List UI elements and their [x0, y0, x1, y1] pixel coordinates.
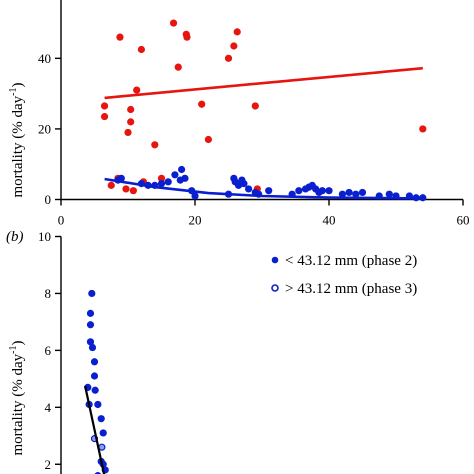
- data-point: [171, 171, 179, 179]
- data-point: [181, 174, 189, 182]
- data-point: [295, 187, 303, 195]
- data-point: [191, 192, 199, 200]
- panel-label: (b): [6, 229, 24, 245]
- data-point: [164, 178, 172, 186]
- legend: < 43.12 mm (phase 2) > 43.12 mm (phase 3): [271, 253, 417, 297]
- data-point: [124, 128, 132, 137]
- legend-label: > 43.12 mm (phase 3): [285, 281, 417, 297]
- trend-line: [84, 385, 106, 474]
- data-point: [419, 125, 427, 133]
- y-axis-title: mortality (% day-1): [8, 341, 26, 456]
- data-point: [245, 185, 253, 193]
- y-tick-label: 4: [45, 400, 52, 415]
- legend-label: < 43.12 mm (phase 2): [285, 253, 417, 269]
- data-point: [97, 415, 105, 423]
- y-axis-title-close: ): [10, 341, 26, 346]
- data-point: [86, 338, 95, 346]
- trend-line: [104, 177, 423, 200]
- data-point: [224, 54, 233, 62]
- data-point: [385, 190, 393, 198]
- x-tick-label: 0: [58, 213, 65, 228]
- data-point: [107, 181, 115, 189]
- series-1: [104, 165, 427, 202]
- data-point: [174, 63, 182, 71]
- y-tick-label: 40: [38, 51, 51, 66]
- data-point: [204, 135, 212, 144]
- data-point: [233, 28, 241, 36]
- data-point: [127, 118, 135, 126]
- data-point: [116, 33, 124, 41]
- trend-line: [104, 66, 423, 100]
- data-point: [99, 429, 107, 437]
- data-point: [91, 386, 99, 394]
- y-axis-title: mortality (% day-1): [8, 83, 26, 198]
- data-point: [358, 188, 367, 197]
- y-tick-label: 2: [45, 457, 52, 472]
- data-point: [251, 102, 259, 110]
- data-point: [230, 42, 238, 50]
- data-point: [169, 19, 178, 27]
- data-point: [151, 141, 159, 149]
- y-axis-title-superscript: -1: [8, 88, 19, 96]
- data-point: [86, 321, 95, 329]
- data-point: [178, 165, 186, 174]
- x-tick-label: 40: [323, 213, 336, 228]
- data-point: [157, 180, 166, 188]
- data-point: [88, 343, 97, 352]
- data-point: [90, 358, 99, 366]
- data-point: [198, 100, 206, 108]
- data-point: [94, 400, 102, 409]
- data-point: [338, 190, 346, 198]
- data-point: [318, 187, 326, 195]
- x-tick-label: 60: [457, 213, 470, 228]
- data-point: [129, 187, 137, 195]
- y-tick-label: 8: [45, 286, 52, 301]
- data-point: [157, 174, 166, 182]
- data-point: [122, 185, 130, 193]
- y-axis-title-close: ): [10, 83, 26, 88]
- data-point: [352, 190, 360, 198]
- data-point: [137, 45, 145, 54]
- series-0: [100, 19, 427, 195]
- data-point: [100, 102, 109, 110]
- y-tick-label: 20: [38, 121, 51, 136]
- data-point: [90, 372, 99, 380]
- data-point: [183, 33, 191, 41]
- y-tick-label: 0: [45, 192, 52, 207]
- data-point: [100, 112, 109, 121]
- data-point: [133, 86, 141, 94]
- legend-marker-filled: [271, 256, 279, 264]
- legend-marker-open: [271, 284, 279, 292]
- data-point: [240, 180, 248, 188]
- data-point: [86, 309, 95, 317]
- y-axis-title-superscript: -1: [8, 346, 19, 354]
- panel-a: 0 20 40 0 20 40 60 mortality (% day-1): [8, 0, 470, 228]
- y-tick-label: 10: [38, 229, 51, 244]
- data-point: [345, 188, 353, 197]
- data-point: [265, 187, 273, 195]
- y-tick-label: 6: [45, 343, 52, 358]
- data-point: [127, 105, 135, 114]
- panel-b: (b) 2 4 6 8 10 mortality (% day-1) < 43.12 mm (…: [6, 229, 417, 474]
- data-point: [88, 289, 96, 298]
- x-tick-label: 20: [189, 213, 202, 228]
- data-point: [325, 187, 333, 195]
